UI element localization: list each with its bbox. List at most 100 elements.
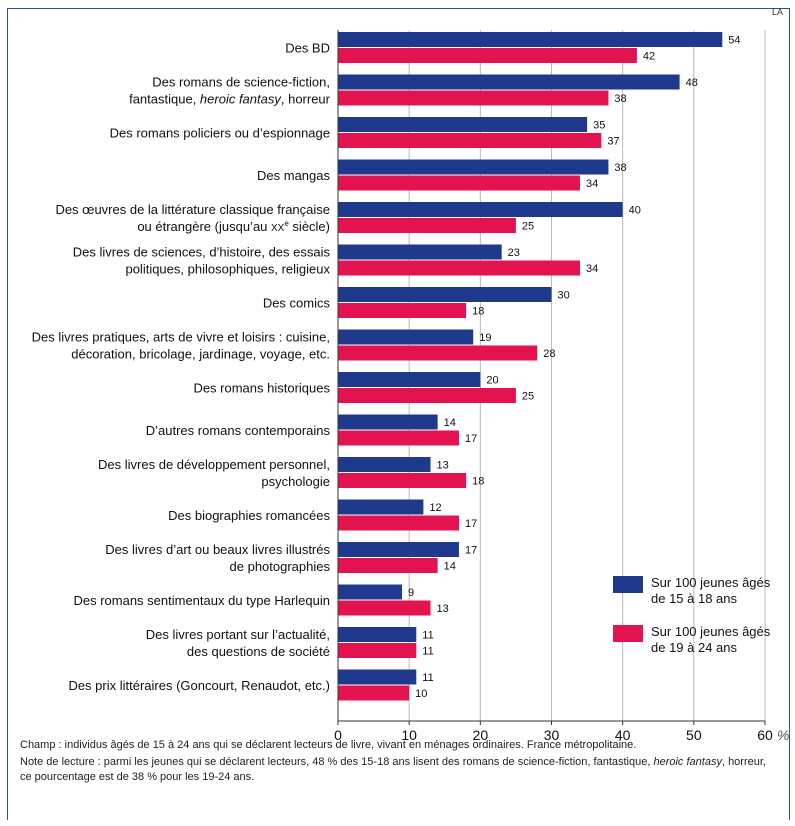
bar-value-label: 38 — [614, 162, 626, 174]
bar-value-label: 30 — [558, 290, 570, 302]
bar-value-label: 28 — [543, 348, 555, 360]
category-label: D’autres romans contemporains — [146, 423, 331, 438]
bar — [338, 499, 424, 515]
bar — [338, 345, 538, 361]
bar — [338, 388, 516, 403]
x-tick-label: 0 — [334, 727, 342, 740]
legend-label-19-24-line2: de 19 à 24 ans — [651, 640, 738, 655]
reading-note: Note de lecture : parmi les jeunes qui s… — [20, 755, 780, 785]
x-tick-label: 20 — [473, 727, 489, 740]
x-tick-label: 30 — [544, 727, 560, 740]
category-label: Des mangas — [257, 168, 330, 183]
category-label: de photographies — [230, 559, 331, 574]
bar — [338, 287, 552, 302]
bar-value-label: 40 — [629, 205, 641, 217]
bar — [338, 175, 580, 191]
bar — [338, 430, 459, 446]
chart-frame: LA — [7, 7, 790, 820]
x-tick-label: 50 — [686, 727, 702, 740]
category-label: psychologie — [261, 474, 330, 489]
legend-label-19-24: Sur 100 jeunes âgés de 19 à 24 ans — [651, 624, 771, 656]
category-label: Des biographies romancées — [168, 508, 330, 523]
bar-value-label: 25 — [522, 221, 534, 233]
bar — [338, 473, 467, 488]
x-tick-label: 60 — [757, 727, 773, 740]
bar-value-label: 23 — [508, 247, 520, 259]
bar-value-label: 18 — [472, 476, 484, 488]
category-label: Des romans policiers ou d’espionnage — [110, 126, 330, 141]
bar-value-label: 14 — [444, 417, 456, 429]
bar-value-label: 17 — [465, 545, 477, 557]
category-label: décoration, bricolage, jardinage, voyage… — [71, 347, 330, 362]
category-label: politiques, philosophiques, religieux — [125, 262, 330, 277]
bar — [338, 159, 609, 175]
bar-value-label: 14 — [444, 561, 456, 573]
bar — [338, 117, 588, 132]
bar — [338, 558, 438, 573]
reading-note-part1: Note de lecture : parmi les jeunes qui s… — [20, 756, 654, 768]
corner-mark: LA — [771, 7, 783, 17]
category-label: Des romans sentimentaux du type Harlequi… — [73, 593, 330, 608]
bar-value-label: 10 — [415, 688, 427, 700]
category-label: fantastique, heroic fantasy, horreur — [129, 92, 331, 107]
category-label: Des livres de développement personnel, — [98, 457, 330, 472]
bar — [338, 643, 417, 658]
bar-value-label: 19 — [479, 332, 491, 344]
bar — [338, 685, 410, 701]
reading-note-italic: heroic fantasy — [653, 756, 722, 768]
bar — [338, 414, 438, 430]
bar — [338, 627, 417, 642]
bar-value-label: 11 — [422, 630, 433, 642]
legend-swatch-15-18 — [613, 576, 643, 593]
category-label: Des prix littéraires (Goncourt, Renaudot… — [68, 678, 330, 693]
bar-value-label: 34 — [586, 178, 598, 190]
champ-note: Champ : individus âgés de 15 à 24 ans qu… — [20, 739, 637, 751]
bar — [338, 303, 467, 318]
bar — [338, 218, 516, 233]
category-label: Des livres de sciences, d’histoire, des … — [73, 245, 331, 260]
bar — [338, 32, 723, 47]
bar-value-label: 13 — [437, 460, 449, 472]
bar-value-label: 20 — [486, 375, 498, 387]
category-label: des questions de société — [187, 644, 330, 659]
bar — [338, 48, 637, 63]
bar — [338, 669, 417, 685]
bar-value-label: 11 — [422, 646, 433, 658]
bar — [338, 260, 580, 276]
bar-value-label: 42 — [643, 51, 655, 63]
category-label: Des romans historiques — [193, 381, 330, 396]
category-label: Des livres portant sur l’actualité, — [146, 627, 330, 642]
bar-value-label: 54 — [728, 35, 740, 47]
category-label: Des livres pratiques, arts de vivre et l… — [32, 330, 330, 345]
bar — [338, 90, 609, 106]
bar-value-label: 11 — [422, 672, 433, 684]
x-tick-label: 10 — [401, 727, 417, 740]
bar — [338, 74, 680, 90]
legend-label-15-18-line1: Sur 100 jeunes âgés — [651, 575, 771, 590]
bar — [338, 515, 459, 531]
x-tick-label: 40 — [615, 727, 631, 740]
reading-note-part2: , horreur, ce pourcentage est de 38 % po… — [20, 756, 766, 783]
category-label: Des œuvres de la littérature classique f… — [55, 202, 330, 217]
category-label: Des romans de science-fiction, — [152, 75, 330, 90]
legend-label-19-24-line1: Sur 100 jeunes âgés — [651, 624, 771, 639]
category-label: Des BD — [285, 41, 330, 56]
bar — [338, 244, 502, 260]
x-unit-label: % — [777, 727, 789, 740]
bar-value-label: 37 — [607, 136, 619, 148]
bar-value-label: 25 — [522, 391, 534, 403]
bar — [338, 457, 431, 472]
bar — [338, 202, 623, 217]
bar — [338, 329, 474, 345]
bar-value-label: 9 — [408, 587, 414, 599]
legend-label-15-18-line2: de 15 à 18 ans — [651, 591, 738, 606]
bar-value-label: 12 — [429, 502, 441, 514]
bar-value-label: 13 — [437, 603, 449, 615]
bar-value-label: 17 — [465, 433, 477, 445]
bar-value-label: 18 — [472, 306, 484, 318]
bar-value-label: 35 — [593, 120, 605, 132]
chart-notes: Champ : individus âgés de 15 à 24 ans qu… — [20, 738, 780, 785]
bar — [338, 133, 602, 148]
bar — [338, 600, 431, 616]
bar-chart: 54 42 Des BD 48 38 Des romans de science-fict… — [32, 30, 789, 740]
